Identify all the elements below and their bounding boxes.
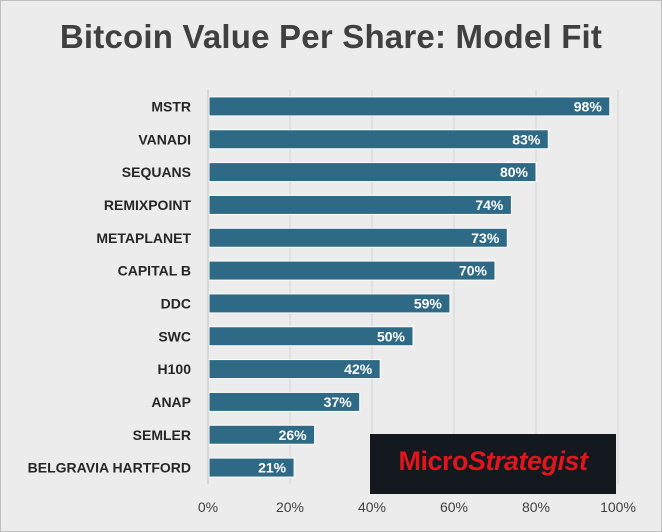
x-tick-label: 20% [276, 499, 304, 515]
data-label: 83% [512, 131, 541, 147]
bar [208, 359, 381, 380]
category-label: REMIXPOINT [104, 197, 192, 213]
x-tick-label: 80% [522, 499, 550, 515]
data-label: 21% [258, 460, 287, 476]
category-label: MSTR [151, 98, 191, 114]
category-label: ANAP [151, 394, 191, 410]
bar [208, 457, 295, 478]
category-label: BELGRAVIA HARTFORD [28, 460, 191, 476]
bar [208, 194, 512, 215]
bar [208, 227, 508, 248]
category-label: METAPLANET [96, 230, 191, 246]
x-tick-label: 40% [358, 499, 386, 515]
bar [208, 129, 549, 150]
category-label: H100 [158, 361, 192, 377]
microstrategist-logo: MicroStrategist [370, 446, 616, 477]
x-tick-label: 100% [600, 499, 636, 515]
x-tick-label: 60% [440, 499, 468, 515]
bar [208, 326, 414, 347]
chart-title: Bitcoin Value Per Share: Model Fit [59, 18, 603, 55]
data-label: 70% [459, 263, 488, 279]
category-label: SWC [158, 328, 191, 344]
bar [208, 424, 316, 445]
category-label: SEQUANS [122, 164, 191, 180]
category-label: DDC [161, 295, 191, 311]
data-label: 98% [574, 98, 603, 114]
x-tick-label: 0% [198, 499, 218, 515]
category-label: SEMLER [133, 427, 191, 443]
data-label: 59% [414, 295, 443, 311]
bar [208, 162, 537, 183]
data-label: 37% [324, 394, 353, 410]
data-label: 26% [279, 427, 308, 443]
bar [208, 96, 611, 117]
bar [208, 260, 496, 281]
data-label: 50% [377, 328, 406, 344]
data-label: 73% [471, 230, 500, 246]
category-label: VANADI [138, 131, 191, 147]
data-label: 80% [500, 164, 529, 180]
data-label: 42% [344, 361, 373, 377]
logo-box: MicroStrategist [370, 434, 616, 494]
data-label: 74% [475, 197, 504, 213]
logo-part-1: Micro [398, 446, 468, 476]
logo-part-2: Strategist [467, 446, 588, 476]
bar [208, 293, 451, 314]
category-label: CAPITAL B [118, 263, 191, 279]
bar [208, 391, 361, 412]
